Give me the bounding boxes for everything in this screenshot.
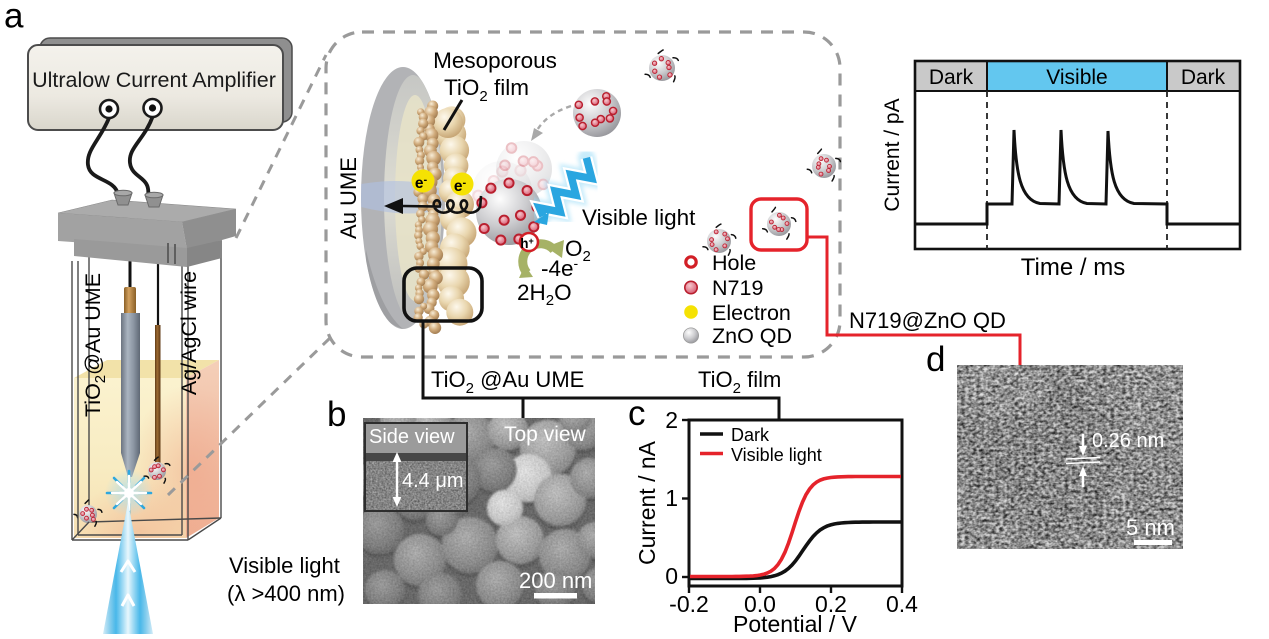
svg-text:5 nm: 5 nm [1126, 515, 1175, 540]
svg-text:TiO2@Au UME: TiO2@Au UME [81, 273, 109, 417]
svg-text:Side view: Side view [369, 426, 455, 448]
svg-text:Ag/AgCl wire: Ag/AgCl wire [177, 271, 201, 395]
svg-text:Ultralow Current Amplifier: Ultralow Current Amplifier [32, 68, 276, 92]
svg-text:Visible light: Visible light [731, 445, 822, 465]
svg-text:a: a [4, 0, 24, 36]
svg-text:TiO2 @Au UME: TiO2 @Au UME [431, 367, 584, 397]
svg-text:Hole: Hole [712, 251, 756, 275]
svg-text:c: c [628, 394, 646, 433]
svg-text:0.26 nm: 0.26 nm [1092, 430, 1164, 452]
svg-text:Top view: Top view [504, 423, 587, 446]
svg-text:0.4: 0.4 [886, 591, 918, 617]
svg-text:Dark: Dark [929, 66, 974, 89]
svg-text:Electron: Electron [712, 301, 791, 325]
svg-text:0.2: 0.2 [815, 591, 847, 617]
svg-text:b: b [327, 395, 346, 434]
svg-text:200 nm: 200 nm [519, 568, 592, 593]
svg-text:-4e-: -4e- [541, 255, 579, 281]
svg-text:-0.2: -0.2 [669, 591, 709, 617]
svg-text:TiO2 film: TiO2 film [698, 367, 781, 397]
svg-text:TiO2 film: TiO2 film [444, 75, 529, 105]
svg-text:Current / pA: Current / pA [881, 98, 904, 211]
svg-text:Visible light: Visible light [229, 553, 340, 578]
svg-text:Visible: Visible [1046, 66, 1107, 89]
svg-text:Potential / V: Potential / V [733, 611, 858, 634]
svg-text:4.4 μm: 4.4 μm [402, 470, 464, 492]
svg-text:d: d [926, 340, 945, 379]
svg-text:Current / nA: Current / nA [634, 440, 660, 565]
svg-text:N719@ZnO QD: N719@ZnO QD [849, 308, 1006, 333]
svg-text:ZnO QD: ZnO QD [712, 324, 792, 348]
svg-text:Visible light: Visible light [582, 205, 696, 230]
svg-text:2H2O: 2H2O [517, 280, 572, 309]
svg-text:N719: N719 [712, 276, 763, 300]
svg-text:Dark: Dark [731, 425, 770, 445]
svg-text:1: 1 [665, 485, 678, 511]
svg-text:Time / ms: Time / ms [1021, 254, 1125, 281]
svg-text:0.0: 0.0 [744, 591, 776, 617]
svg-text:Au UME: Au UME [336, 157, 361, 239]
svg-text:0: 0 [665, 563, 678, 589]
svg-text:2: 2 [665, 407, 678, 433]
svg-text:(λ >400 nm): (λ >400 nm) [227, 581, 345, 606]
svg-text:Dark: Dark [1181, 66, 1226, 89]
svg-text:Mesoporous: Mesoporous [433, 48, 557, 73]
